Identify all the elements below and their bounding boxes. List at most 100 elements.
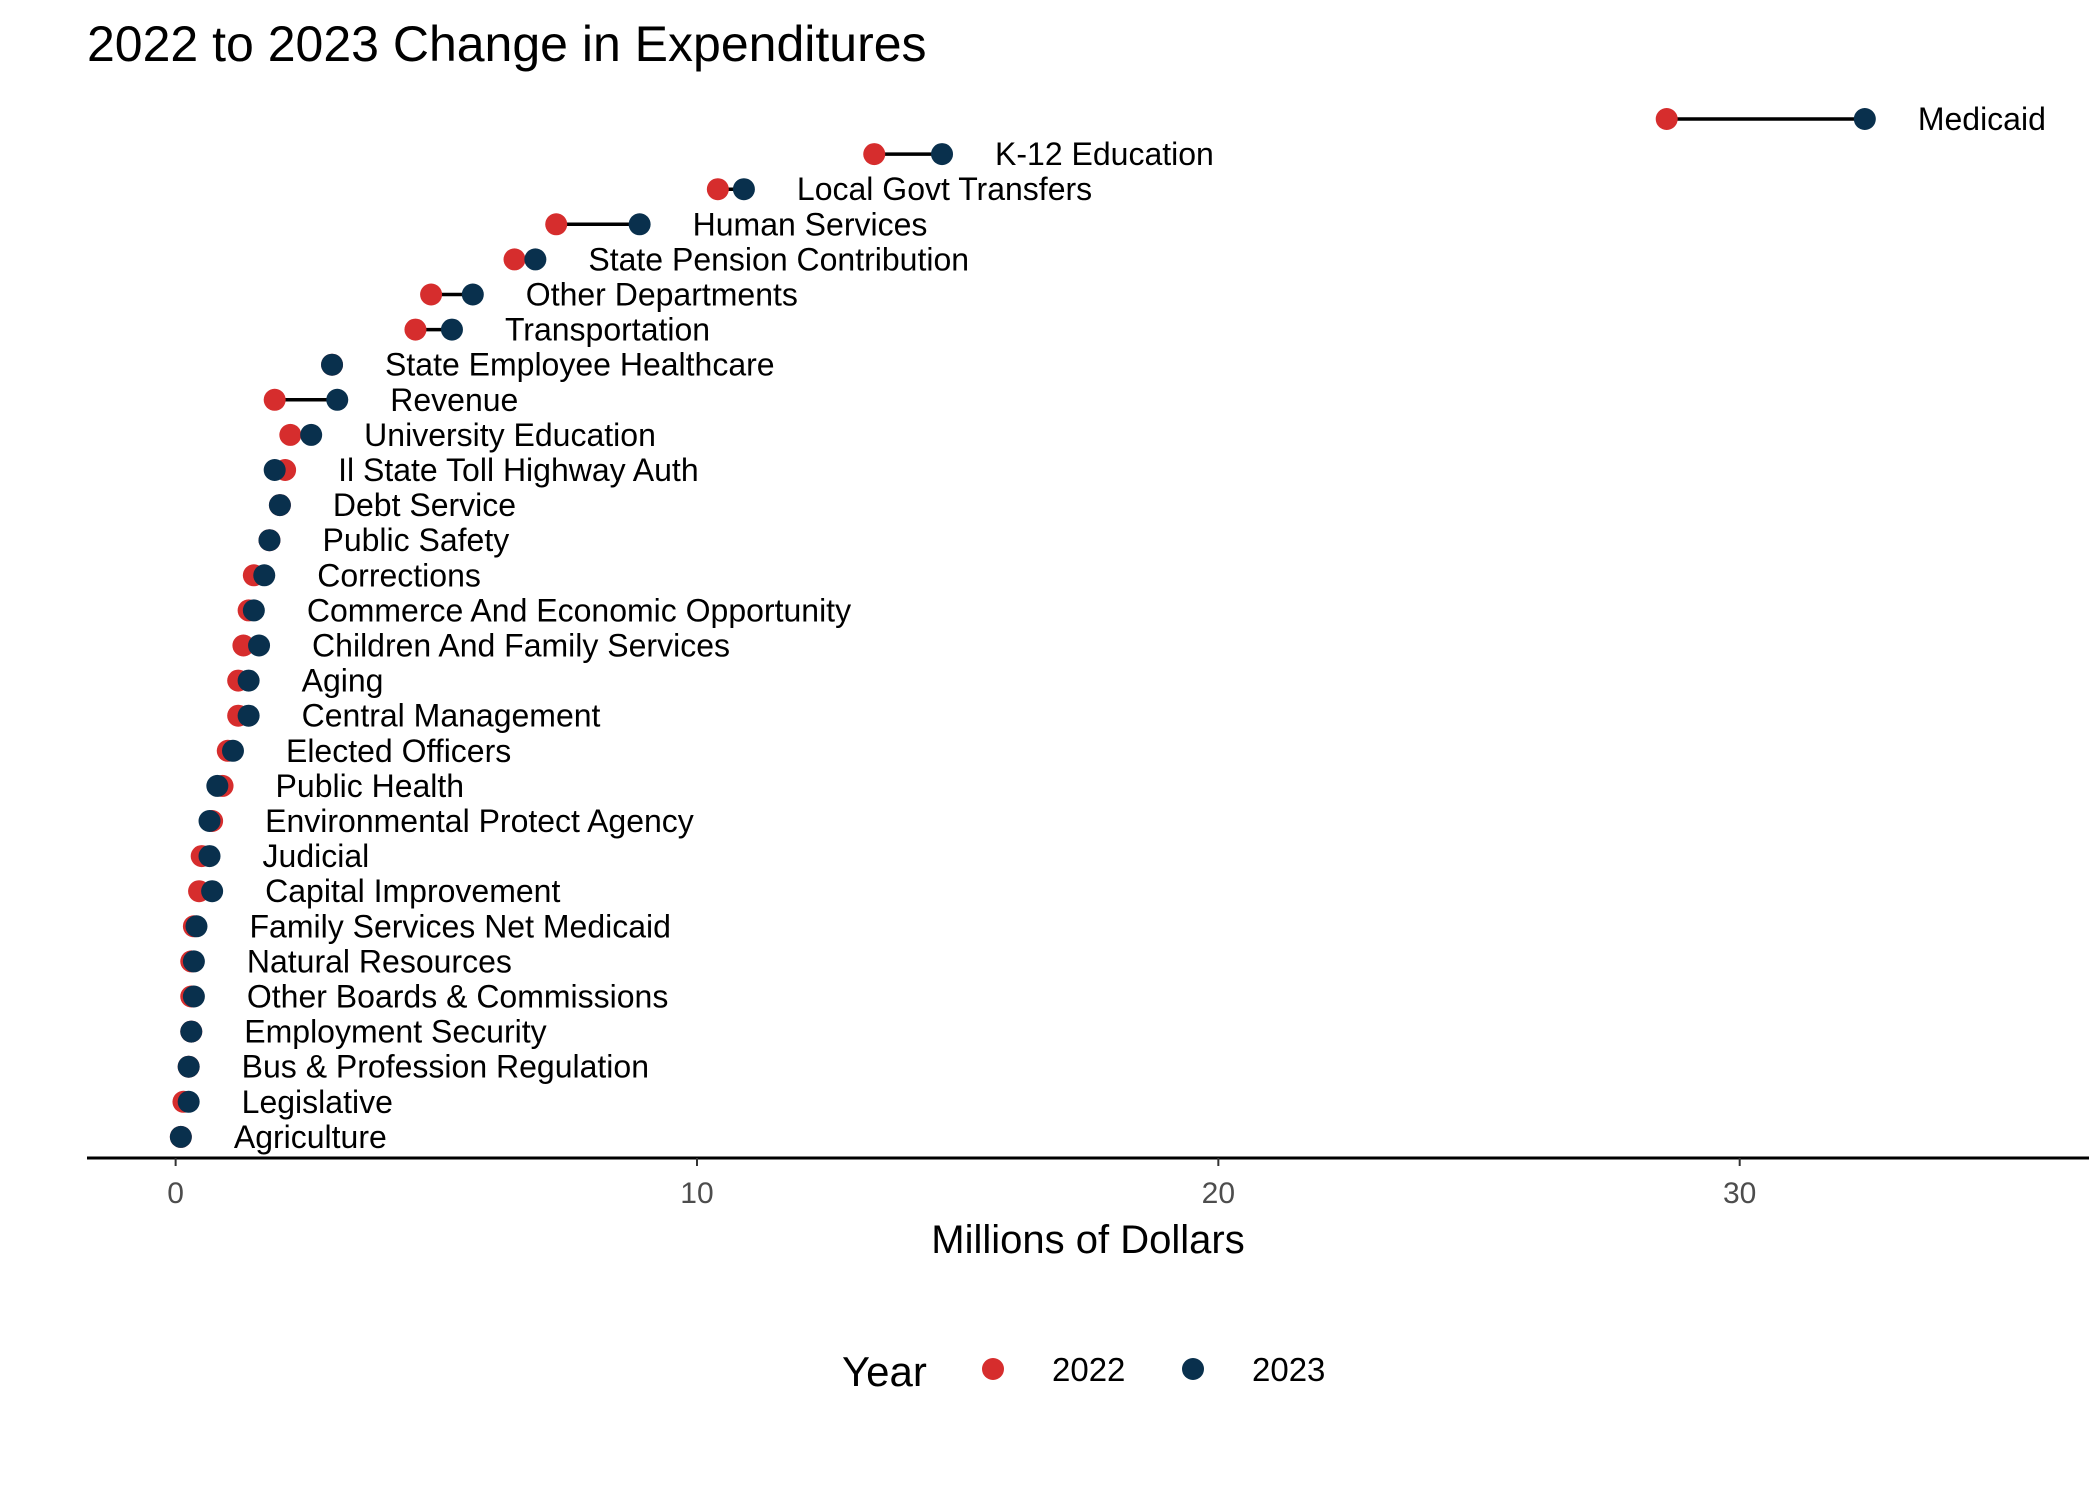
row-family-services-net-medicaid: Family Services Net Medicaid (182, 908, 671, 944)
row-university-education: University Education (279, 417, 656, 453)
category-label: Other Boards & Commissions (247, 979, 668, 1015)
category-label: Other Departments (526, 277, 798, 313)
point-2023 (440, 318, 463, 341)
row-revenue: Revenue (263, 382, 518, 418)
x-tick-label: 0 (167, 1177, 184, 1210)
point-2023 (177, 1090, 200, 1113)
row-debt-service: Debt Service (268, 487, 516, 523)
category-label: Agriculture (234, 1119, 387, 1155)
row-employment-security: Employment Security (180, 1014, 547, 1050)
legend-key-2023 (1182, 1358, 1204, 1380)
category-label: Capital Improvement (265, 873, 560, 909)
category-label: Natural Resources (247, 943, 512, 979)
category-label: State Pension Contribution (588, 241, 969, 277)
point-2023 (206, 774, 229, 797)
point-2022 (232, 634, 255, 657)
row-natural-resources: Natural Resources (180, 943, 512, 979)
row-judicial: Judicial (190, 838, 370, 874)
point-2023 (198, 810, 221, 832)
category-label: Human Services (693, 206, 928, 242)
point-2023 (461, 283, 484, 306)
category-label: Revenue (390, 382, 518, 418)
row-k-12-education: K-12 Education (863, 136, 1214, 172)
row-central-management: Central Management (227, 698, 601, 734)
point-2023 (201, 880, 224, 903)
category-label: Medicaid (1918, 101, 2046, 137)
point-2023 (300, 423, 323, 446)
category-label: Il State Toll Highway Auth (338, 452, 699, 488)
point-2023 (931, 143, 954, 166)
row-il-state-toll-highway-auth: Il State Toll Highway Auth (263, 452, 699, 488)
point-2023 (268, 494, 291, 517)
row-state-employee-healthcare: State Employee Healthcare (321, 347, 775, 383)
point-2022 (279, 423, 302, 446)
category-label: Transportation (505, 312, 710, 348)
point-2023 (732, 178, 755, 201)
x-axis-ticks: 0 10 20 30 (167, 1158, 1756, 1210)
row-human-services: Human Services (545, 206, 927, 242)
row-environmental-protect-agency: Environmental Protect Agency (198, 803, 694, 839)
category-label: Aging (302, 663, 384, 699)
category-label: Children And Family Services (312, 628, 730, 664)
point-2022 (863, 143, 886, 166)
point-2023 (326, 388, 349, 411)
point-2023 (524, 248, 547, 271)
category-label: State Employee Healthcare (385, 347, 775, 383)
category-label: Judicial (263, 838, 370, 874)
category-label: Debt Service (333, 487, 516, 523)
point-2022 (263, 388, 286, 411)
point-2022 (503, 248, 526, 271)
point-2023 (628, 213, 651, 236)
category-label: Public Safety (322, 522, 509, 558)
row-state-pension-contribution: State Pension Contribution (503, 241, 969, 277)
point-2023 (185, 915, 208, 938)
point-2022 (1655, 108, 1678, 130)
row-elected-officers: Elected Officers (216, 733, 511, 769)
point-2023 (177, 1055, 200, 1078)
point-2023 (182, 950, 205, 973)
x-tick-label: 20 (1202, 1177, 1235, 1210)
point-2023 (321, 353, 344, 376)
point-2023 (248, 634, 271, 657)
category-label: Environmental Protect Agency (265, 803, 694, 839)
row-transportation: Transportation (404, 312, 710, 348)
x-tick-label: 30 (1723, 1177, 1756, 1210)
point-2023 (242, 599, 265, 622)
point-2022 (404, 318, 427, 341)
category-label: Employment Security (244, 1014, 546, 1050)
x-tick-label: 10 (680, 1177, 713, 1210)
row-other-departments: Other Departments (420, 277, 798, 313)
legend: Year 2022 2023 (842, 1348, 1325, 1395)
point-2023 (237, 704, 260, 727)
point-2023 (182, 985, 205, 1008)
legend-key-2022 (982, 1358, 1004, 1380)
category-label: Family Services Net Medicaid (249, 908, 670, 944)
category-label: K-12 Education (995, 136, 1214, 172)
point-2022 (420, 283, 443, 306)
category-label: Legislative (242, 1084, 393, 1120)
chart-title: 2022 to 2023 Change in Expenditures (87, 16, 927, 72)
point-2023 (258, 529, 281, 552)
point-2023 (221, 739, 244, 762)
row-commerce-and-economic-opportunity: Commerce And Economic Opportunity (237, 592, 851, 628)
point-2022 (706, 178, 729, 201)
point-2023 (237, 669, 260, 692)
point-2023 (1853, 108, 1876, 130)
legend-label-2022: 2022 (1052, 1351, 1125, 1388)
row-other-boards-commissions: Other Boards & Commissions (180, 979, 668, 1015)
category-label: Corrections (317, 557, 481, 593)
category-label: Central Management (302, 698, 601, 734)
row-capital-improvement: Capital Improvement (188, 873, 560, 909)
row-agriculture: Agriculture (169, 1119, 387, 1155)
row-legislative: Legislative (172, 1084, 393, 1120)
row-aging: Aging (227, 663, 383, 699)
legend-title: Year (842, 1348, 927, 1395)
category-label: Elected Officers (286, 733, 511, 769)
legend-label-2023: 2023 (1252, 1351, 1325, 1388)
point-2023 (198, 845, 221, 868)
x-axis-title: Millions of Dollars (931, 1218, 1244, 1262)
row-medicaid: Medicaid (1655, 101, 2046, 137)
point-2023 (180, 1020, 203, 1043)
